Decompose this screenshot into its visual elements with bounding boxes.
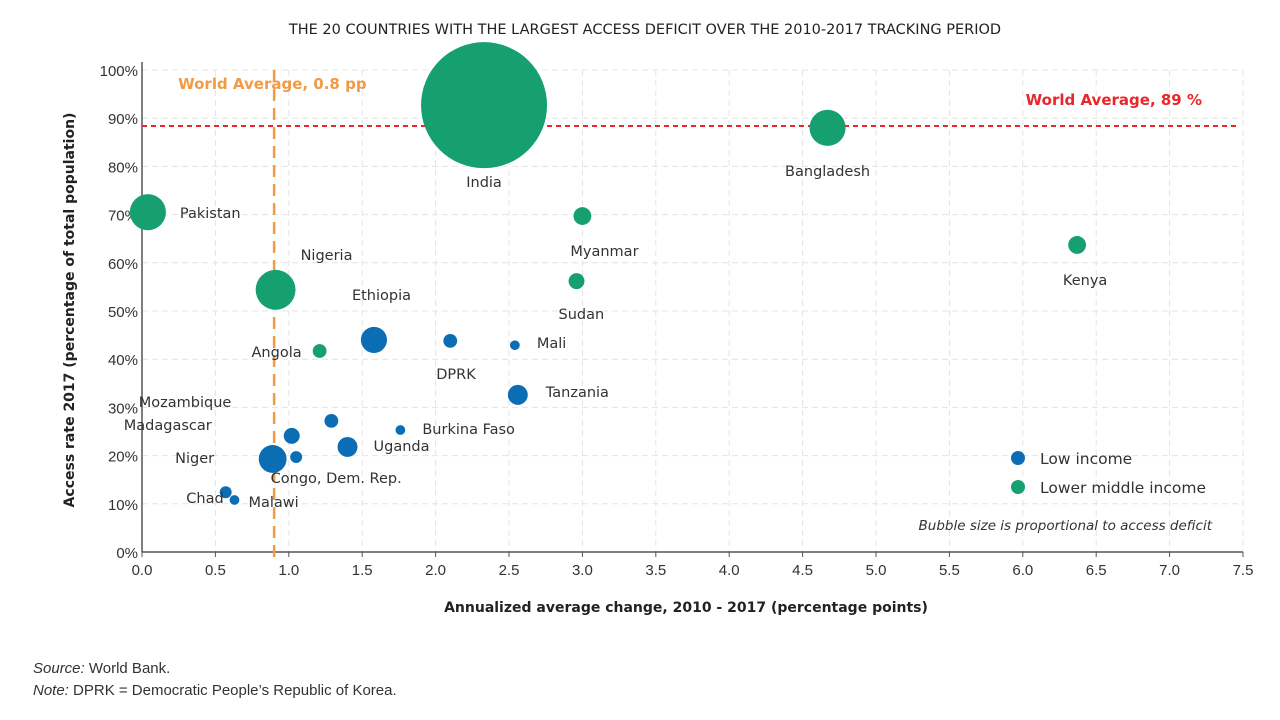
bubble-pakistan xyxy=(129,194,166,231)
x-tick-label: 2.5 xyxy=(499,562,520,579)
y-tick-label: 100% xyxy=(100,63,138,80)
bubble-uganda xyxy=(337,436,358,457)
y-tick-label: 90% xyxy=(108,111,138,128)
bubble-burkina-faso xyxy=(395,425,406,435)
bubble-nigeria xyxy=(255,269,296,310)
x-tick-label: 6.5 xyxy=(1086,562,1107,579)
label-kenya: Kenya xyxy=(1063,273,1107,289)
bubble-angola xyxy=(312,344,327,358)
y-tick-label: 60% xyxy=(108,256,138,273)
bubble-myanmar xyxy=(573,207,592,225)
label-ethiopia: Ethiopia xyxy=(352,288,411,304)
label-mozambique: Mozambique xyxy=(139,395,232,411)
label-nigeria: Nigeria xyxy=(301,248,353,264)
footnote: Note: DPRK = Democratic People’s Republi… xyxy=(33,682,397,699)
x-tick-label: 7.0 xyxy=(1159,562,1180,579)
bubble-bangladesh xyxy=(809,109,846,146)
x-tick-label: 3.5 xyxy=(645,562,666,579)
bubble-sudan xyxy=(568,273,585,290)
x-tick-label: 7.5 xyxy=(1233,562,1254,579)
x-tick-label: 5.5 xyxy=(939,562,960,579)
x-tick-label: 3.0 xyxy=(572,562,593,579)
note-text: DPRK = Democratic People’s Republic of K… xyxy=(68,682,397,699)
y-tick-label: 10% xyxy=(108,497,138,514)
bubble-india xyxy=(421,42,548,169)
x-tick-label: 2.0 xyxy=(425,562,446,579)
label-malawi: Malawi xyxy=(248,495,298,511)
bubble-mali xyxy=(509,340,520,351)
y-axis-label: Access rate 2017 (percentage of total po… xyxy=(62,113,78,508)
label-mali: Mali xyxy=(537,336,566,352)
x-tick-label: 1.5 xyxy=(352,562,373,579)
bubble-madagascar xyxy=(283,427,300,444)
legend-marker xyxy=(1011,451,1025,465)
label-burkina-faso: Burkina Faso xyxy=(422,422,515,438)
label-niger: Niger xyxy=(175,451,214,467)
label-madagascar: Madagascar xyxy=(124,418,212,434)
x-tick-label: 1.0 xyxy=(278,562,299,579)
legend-marker xyxy=(1011,480,1025,494)
bubble-chad xyxy=(219,486,232,499)
world-average-access-label: World Average, 89 % xyxy=(1026,91,1202,109)
label-dprk: DPRK xyxy=(436,367,476,383)
bubble-malawi xyxy=(229,495,240,505)
bubble-mozambique xyxy=(324,413,339,428)
label-myanmar: Myanmar xyxy=(570,244,638,260)
x-tick-label: 6.0 xyxy=(1012,562,1033,579)
x-tick-label: 4.0 xyxy=(719,562,740,579)
world-average-change-label: World Average, 0.8 pp xyxy=(178,75,367,93)
source-text: World Bank. xyxy=(84,660,171,677)
x-tick-label: 5.0 xyxy=(866,562,887,579)
y-tick-label: 80% xyxy=(108,159,138,176)
bubble-tanzania xyxy=(507,384,528,405)
x-tick-label: 0.5 xyxy=(205,562,226,579)
label-bangladesh: Bangladesh xyxy=(785,164,870,180)
source-note: Source: World Bank. xyxy=(33,660,170,677)
note-label: Note: xyxy=(33,682,69,699)
bubble-ethiopia xyxy=(360,326,388,353)
source-label: Source: xyxy=(33,660,85,677)
label-pakistan: Pakistan xyxy=(180,206,241,222)
label-congo-dem-rep: Congo, Dem. Rep. xyxy=(271,471,402,487)
label-angola: Angola xyxy=(252,345,302,361)
legend-label: Low income xyxy=(1040,450,1132,468)
y-tick-label: 40% xyxy=(108,352,138,369)
x-tick-label: 0.0 xyxy=(132,562,153,579)
bubble-kenya xyxy=(1068,236,1087,254)
label-chad: Chad xyxy=(186,491,223,507)
label-tanzania: Tanzania xyxy=(545,385,609,401)
y-tick-label: 0% xyxy=(116,545,138,562)
bubble-niger xyxy=(290,451,303,464)
y-tick-label: 50% xyxy=(108,304,138,321)
y-tick-label: 30% xyxy=(108,400,138,417)
bubble-congo-dem-rep xyxy=(258,445,287,473)
label-sudan: Sudan xyxy=(559,307,605,323)
label-uganda: Uganda xyxy=(374,439,430,455)
bubble-size-note: Bubble size is proportional to access de… xyxy=(919,518,1213,534)
x-axis-label: Annualized average change, 2010 - 2017 (… xyxy=(444,600,928,616)
chart-title: THE 20 COUNTRIES WITH THE LARGEST ACCESS… xyxy=(288,22,1001,38)
y-tick-label: 20% xyxy=(108,449,138,466)
x-tick-label: 4.5 xyxy=(792,562,813,579)
legend-label: Lower middle income xyxy=(1040,479,1206,497)
label-india: India xyxy=(466,175,502,191)
bubble-dprk xyxy=(443,333,458,348)
